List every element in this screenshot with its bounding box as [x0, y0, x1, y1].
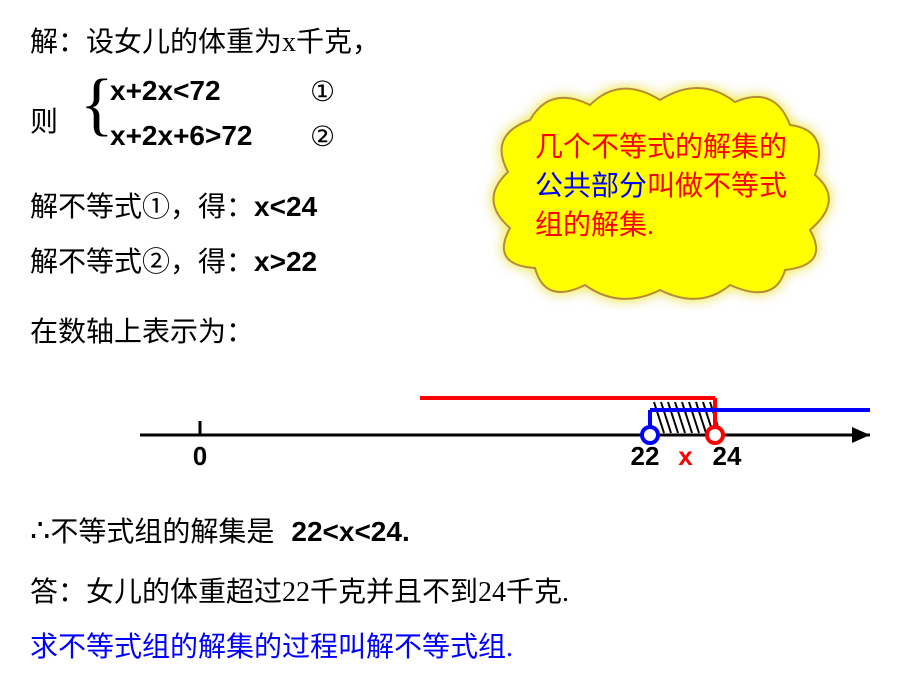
solve2-text: 解不等式②，得： — [30, 247, 254, 278]
brace-icon: { — [80, 70, 114, 140]
svg-text:22: 22 — [631, 441, 660, 471]
problem-setup: 解：设女儿的体重为x千克， — [30, 20, 380, 60]
number-line: 0 22 24 x — [130, 380, 890, 480]
equation-1: x+2x<72 — [110, 75, 221, 107]
solve-ineq1-label: 解不等式①，得：x<24 — [30, 185, 317, 225]
cloud-p3: 公共部分 — [535, 171, 647, 202]
conclusion-result: 22<x<24. — [291, 516, 409, 547]
therefore-icon: ∴ — [30, 512, 50, 548]
cloud-p2: 解集的 — [703, 132, 787, 163]
solve2-result: x>22 — [254, 246, 317, 277]
number-line-svg: 0 22 24 x — [130, 380, 890, 480]
equation-2: x+2x+6>72 — [110, 120, 253, 152]
then-label: 则 — [30, 100, 58, 140]
answer-text: 答：女儿的体重超过22千克并且不到24千克. — [30, 570, 569, 610]
equation-2-number: ② — [310, 120, 335, 154]
svg-text:24: 24 — [713, 441, 742, 471]
svg-text:x: x — [678, 441, 693, 471]
conclusion-prefix: 不等式组的解集是 — [50, 517, 274, 548]
definition-text: 求不等式组的解集的过程叫解不等式组. — [30, 625, 513, 665]
cloud-p1: 几个不等式的 — [535, 132, 703, 163]
solve1-text: 解不等式①，得： — [30, 192, 254, 223]
svg-text:0: 0 — [193, 441, 207, 471]
solve1-result: x<24 — [254, 191, 317, 222]
equation-1-number: ① — [310, 75, 335, 109]
cloud-callout: 几个不等式的解集的公共部分叫做不等式组的解集. — [460, 80, 780, 300]
cloud-text: 几个不等式的解集的公共部分叫做不等式组的解集. — [535, 128, 795, 246]
solve-ineq2-label: 解不等式②，得：x>22 — [30, 240, 317, 280]
conclusion: ∴不等式组的解集是 22<x<24. — [30, 510, 410, 550]
numberline-label: 在数轴上表示为： — [30, 310, 254, 350]
